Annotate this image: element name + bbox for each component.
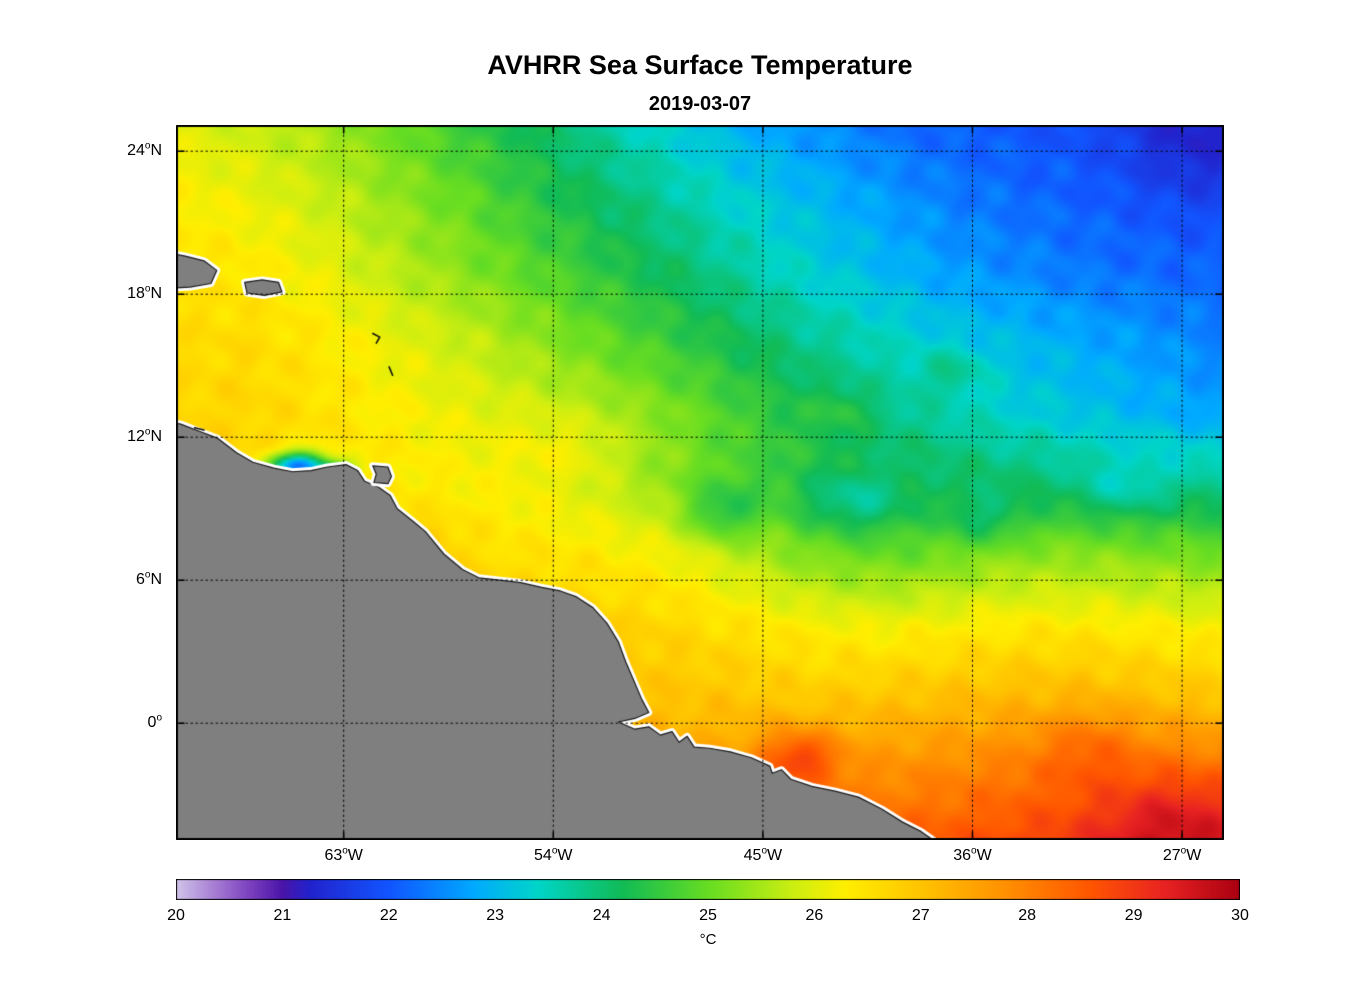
lon-tick-label: 27oW [1162,845,1202,864]
colorbar-tick-label: 25 [699,907,717,924]
lon-tick-label: 54oW [534,845,573,864]
chart-subtitle: 2019-03-07 [648,93,752,115]
colorbar-tick-label: 21 [273,907,292,924]
colorbar-tick-label: 30 [1231,907,1249,924]
colorbar-tick-label: 27 [911,907,930,924]
colorbar-tick-label: 23 [486,907,505,924]
colorbar-tick-label: 26 [805,907,824,924]
lat-tick-label: 18oN [127,283,162,303]
lon-tick-label: 36oW [953,845,992,864]
colorbar [176,879,1240,900]
latitude-axis: 24oN 18oN 12oN 6oN 0o [0,125,168,840]
lat-tick-label: 24oN [127,140,162,160]
sst-map-canvas [176,125,1224,840]
colorbar-tick-label: 28 [1018,907,1037,924]
lat-tick-label: 0o [147,712,162,732]
colorbar-tick-label: 20 [167,907,185,924]
lon-tick-label: 63oW [324,845,363,864]
colorbar-tick-labels: 20 21 22 23 24 25 26 27 28 29 30 [167,907,1249,927]
colorbar-canvas [176,879,1240,900]
lon-tick-label: 45oW [743,845,783,864]
lat-tick-label: 12oN [127,426,162,446]
lat-tick-label: 6oN [135,569,162,589]
colorbar-tick-label: 29 [1124,907,1143,924]
colorbar-tick-label: 22 [379,907,398,924]
map-plot-area [176,125,1224,840]
longitude-axis: 63oW 54oW 45oW 36oW 27oW [176,846,1224,872]
colorbar-tick-label: 24 [592,907,611,924]
chart-title: AVHRR Sea Surface Temperature [487,50,913,80]
colorbar-unit-label: °C [699,931,717,948]
